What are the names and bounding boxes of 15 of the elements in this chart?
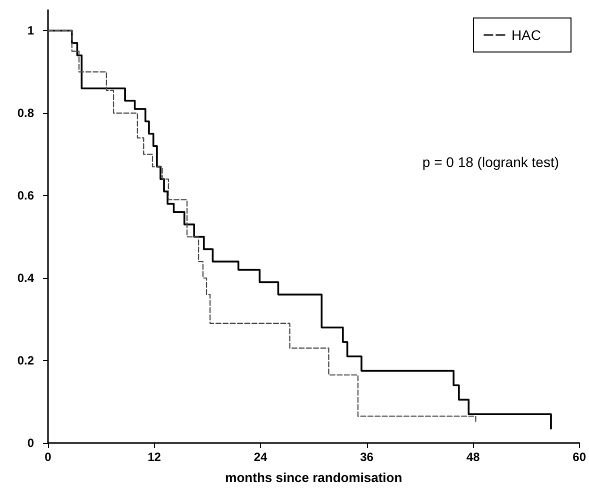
x-tick-label: 48 (466, 450, 480, 464)
legend-label: HAC (511, 27, 542, 43)
y-tick-label: 0 (27, 436, 34, 450)
y-tick-label: 0.4 (17, 271, 34, 286)
y-tick-label: 0.6 (17, 188, 34, 203)
y-tick-label: 0.2 (17, 354, 34, 368)
y-tick-label: 0.8 (17, 106, 34, 120)
annotation: p = 0 18 (logrank test) (422, 154, 560, 170)
x-tick-label: 36 (360, 450, 374, 464)
x-tick-label: 60 (572, 450, 586, 464)
y-tick-label: 1 (27, 24, 34, 38)
x-tick-label: 24 (254, 450, 268, 464)
x-tick-label: 12 (148, 450, 162, 464)
x-axis-title: months since randomisation (225, 470, 402, 485)
x-tick-label: 0 (44, 450, 52, 464)
